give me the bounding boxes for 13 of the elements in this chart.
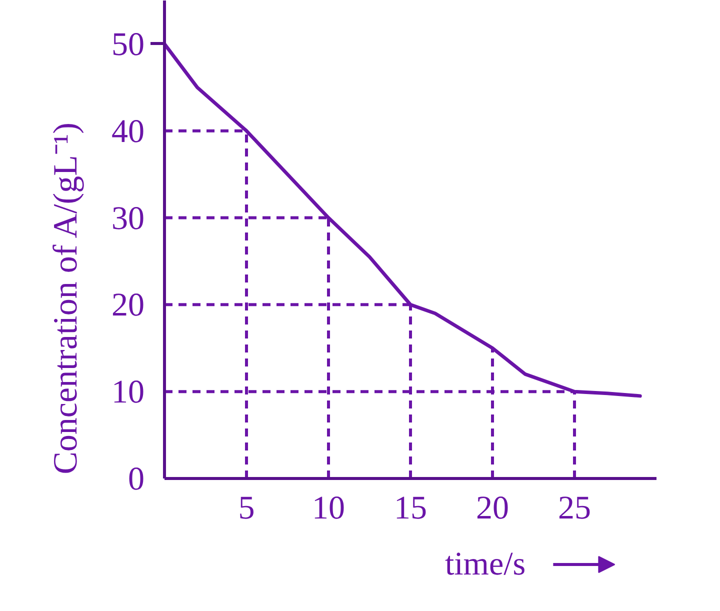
y-tick-label: 10 [112,374,144,411]
x-tick-label: 20 [476,490,509,526]
y-axis-title: Concentration of A/(gL⁻¹) [48,122,84,474]
y-tick-label: 30 [112,200,144,237]
y-tick-label: 40 [112,114,144,150]
x-axis-title: time/s [444,546,526,582]
x-tick-label: 25 [558,490,591,526]
y-tick-label: 20 [112,288,144,324]
x-tick-label: 15 [394,490,427,526]
x-tick-label: 5 [238,490,255,526]
y-tick-label: 0 [128,462,144,498]
y-tick-label: 50 [112,26,144,63]
x-tick-label: 10 [312,490,345,526]
